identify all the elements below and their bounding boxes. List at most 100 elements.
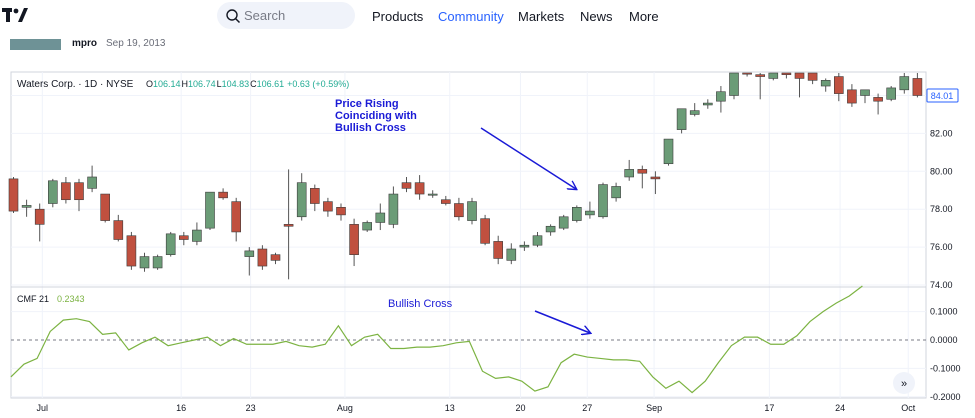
author-name[interactable]: mpro [72, 38, 97, 49]
candle-body [598, 184, 608, 218]
candle-body [270, 254, 281, 261]
candle-body [873, 97, 883, 102]
tradingview-logo-icon[interactable] [2, 7, 28, 23]
candle-body [755, 74, 766, 77]
candle-body [611, 186, 621, 199]
nav-products[interactable]: Products [372, 9, 424, 24]
price-annotation-line-2: Coinciding with [335, 110, 417, 122]
price-annotation-line-3: Bullish Cross [335, 122, 406, 134]
candle-body [309, 188, 320, 204]
price-tick-label: 74.00 [930, 280, 953, 290]
candle-body [152, 256, 163, 269]
candle-body [21, 205, 32, 208]
candle-body [716, 91, 726, 102]
candle-body [624, 169, 635, 178]
nav-more[interactable]: More [629, 9, 659, 24]
candle-body [336, 207, 346, 216]
cmf-tick-label: -0.1000 [930, 363, 961, 373]
candle-body [820, 80, 831, 87]
candle-body [650, 176, 661, 180]
candle-body [283, 224, 294, 227]
x-tick-label: 16 [176, 403, 186, 413]
candle-body [585, 210, 595, 216]
candle-body [742, 72, 752, 75]
candle-body [296, 182, 307, 218]
search-box[interactable]: Search [217, 2, 355, 29]
ohlc-o-key: O [146, 79, 153, 89]
candle-body [702, 102, 713, 106]
x-tick-label: Sep [646, 403, 662, 413]
cmf-indicator-name: CMF 21 [17, 294, 49, 304]
candle-body [886, 87, 897, 100]
publish-date: Sep 19, 2013 [106, 38, 166, 49]
price-tick-label: 76.00 [930, 242, 953, 252]
ohlc-o-value: 106.14 [153, 79, 181, 89]
search-placeholder: Search [244, 8, 286, 23]
cmf-tick-label: 0.1000 [930, 307, 958, 317]
candle-body [401, 182, 412, 189]
cmf-line [10, 285, 863, 394]
last-price-label: 84.01 [931, 91, 954, 101]
candle-body [165, 233, 176, 255]
ohlc-readout: O106.14H106.74L104.83C106.61 +0.63 (+0.59… [146, 79, 349, 89]
candle-body [454, 203, 464, 218]
chart-frame [10, 71, 927, 399]
price-annotation-arrow[interactable] [480, 127, 576, 189]
cmf-annotation-arrow[interactable] [534, 310, 590, 333]
candle-body [362, 222, 373, 231]
candle-body [480, 218, 490, 244]
candle-body [139, 256, 150, 269]
candle-body [847, 89, 857, 104]
candle-body [860, 89, 870, 96]
x-tick-label: 23 [246, 403, 256, 413]
search-icon [226, 9, 241, 24]
candle-body [100, 193, 110, 221]
candle-body [440, 199, 451, 204]
cmf-annotation[interactable]: Bullish Cross [388, 298, 453, 310]
candle-body [506, 248, 517, 261]
candle-body [545, 225, 556, 233]
x-tick-label: 17 [764, 403, 774, 413]
candle-body [192, 229, 202, 242]
nav-markets[interactable]: Markets [518, 9, 565, 24]
top-navigation-bar: Search Products Community Markets News M… [0, 0, 975, 32]
cmf-indicator-value: 0.2343 [57, 294, 85, 304]
candle-body [663, 138, 674, 165]
nav-news[interactable]: News [580, 9, 613, 24]
nav-community[interactable]: Community [438, 9, 504, 24]
candle-body [323, 201, 333, 212]
candle-body [781, 72, 792, 75]
candle-body [427, 193, 438, 196]
ohlc-c-key: C [250, 79, 257, 89]
ohlc-c-value: 106.61 [257, 79, 285, 89]
candle-body [375, 212, 386, 223]
ohlc-change: +0.63 (+0.59%) [287, 79, 349, 89]
candle-body [519, 244, 530, 248]
candle-body [388, 193, 399, 225]
x-tick-label: 27 [582, 403, 592, 413]
candle-body [113, 220, 124, 240]
candle-body [676, 108, 687, 130]
candle-body [833, 76, 844, 94]
candle-body [571, 207, 582, 221]
svg-text:O106.14H106.74L104.83C106.61+0: O106.14H106.74L104.83C106.61 +0.63 (+0.59… [146, 79, 349, 89]
publication-row: mpro Sep 19, 2013 [0, 33, 975, 55]
candle-body [179, 235, 189, 240]
candle-body [532, 235, 543, 246]
candle-body [257, 248, 268, 267]
candle-body [637, 169, 648, 174]
candle-body [74, 182, 84, 201]
cmf-tick-label: -0.2000 [930, 392, 961, 402]
author-avatar[interactable] [10, 39, 61, 50]
x-tick-label: Oct [901, 403, 916, 413]
candle-body [414, 182, 425, 195]
candle-body [912, 78, 923, 96]
scroll-to-realtime-button[interactable]: » [893, 372, 915, 394]
candle-body [558, 216, 569, 229]
price-annotation[interactable]: Price Rising Coinciding with Bullish Cro… [335, 98, 417, 134]
x-tick-label: 24 [835, 403, 845, 413]
candle-body [205, 191, 215, 229]
price-tick-label: 82.00 [930, 128, 953, 138]
candle-body [126, 235, 137, 267]
